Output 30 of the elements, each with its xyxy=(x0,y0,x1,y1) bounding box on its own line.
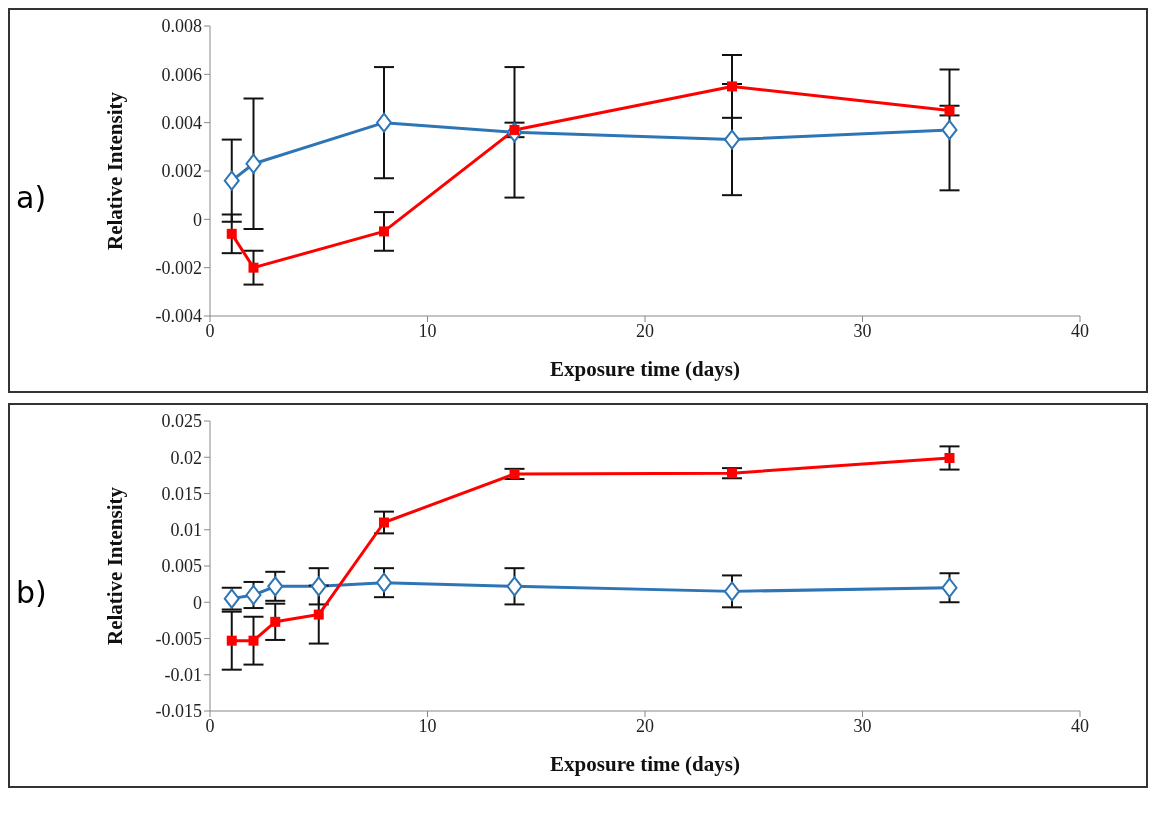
x-axis-title: Exposure time (days) xyxy=(550,357,740,381)
y-tick-label: 0 xyxy=(193,209,202,230)
text: a) xyxy=(16,180,47,215)
x-tick-label: 20 xyxy=(636,320,654,341)
y-tick-label: 0.015 xyxy=(161,483,202,504)
x-tick-label: 10 xyxy=(418,320,437,341)
y-tick-label: 0.004 xyxy=(161,113,202,134)
x-axis-title: Exposure time (days) xyxy=(550,752,740,776)
y-tick-label: 0.02 xyxy=(170,447,202,468)
x-tick-label: 40 xyxy=(1071,320,1089,341)
y-tick-label: 0.002 xyxy=(161,161,202,182)
x-tick-label: 20 xyxy=(636,715,654,736)
y-tick-label: -0.015 xyxy=(155,701,202,722)
y-tick-label: 0 xyxy=(193,592,202,613)
y-tick-label: 0.008 xyxy=(161,16,202,37)
y-tick-label: -0.002 xyxy=(155,258,202,279)
y-tick-label: -0.005 xyxy=(155,628,202,649)
y-tick-label: -0.004 xyxy=(155,306,202,327)
x-tick-label: 40 xyxy=(1071,715,1089,736)
x-tick-label: 30 xyxy=(853,715,872,736)
y-tick-label: 0.025 xyxy=(161,411,202,432)
text: b) xyxy=(16,575,47,610)
y-tick-label: -0.01 xyxy=(164,665,202,686)
y-tick-label: 0.006 xyxy=(161,64,202,85)
x-tick-label: 10 xyxy=(418,715,437,736)
y-tick-label: 0.005 xyxy=(161,556,202,577)
y-axis-title: Relative Intensity xyxy=(103,91,128,251)
x-tick-label: 30 xyxy=(853,320,872,341)
y-tick-label: 0.01 xyxy=(170,520,202,541)
y-axis-title: Relative Intensity xyxy=(103,486,128,646)
